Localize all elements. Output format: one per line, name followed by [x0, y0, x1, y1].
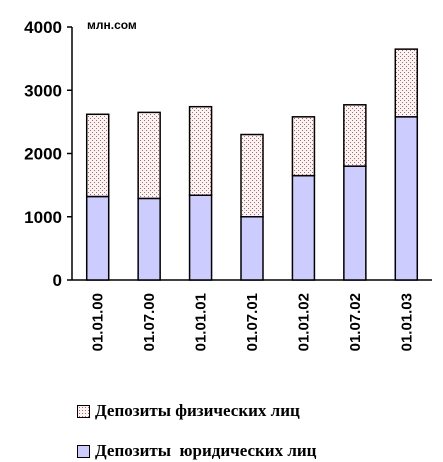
legend-swatch-legal-entities	[77, 444, 90, 458]
bar-individuals	[188, 105, 213, 196]
legend-swatch-individuals	[77, 404, 90, 418]
bar-individuals	[291, 116, 316, 177]
x-tick-label: 01.01.00	[90, 293, 107, 351]
bar-individuals	[85, 113, 110, 198]
legend-item-individuals: Депозиты физических лиц	[77, 401, 300, 421]
stacked-bar-chart: 0 1000 2000 3000 4000 01.01.00 01.07.00 01.01.0…	[24, 18, 432, 351]
bar-individuals	[343, 104, 367, 167]
bar-legal-entities	[291, 174, 316, 281]
x-tick-label: 01.01.01	[193, 293, 210, 351]
legend-item-legal-entities: Депозиты юридических лиц	[77, 441, 316, 461]
bar-legal-entities	[85, 195, 110, 281]
bar-individuals	[137, 111, 161, 200]
legend-label-individuals: Депозиты физических лиц	[95, 401, 300, 420]
unit-label: млн.сом	[87, 18, 137, 32]
bar-legal-entities	[394, 116, 419, 281]
bar-legal-entities	[343, 165, 367, 281]
bar-individuals	[394, 48, 419, 118]
y-tick-label: 4000	[24, 18, 62, 37]
x-tick-label: 01.07.02	[347, 293, 364, 351]
legend-label-legal-entities: Депозиты юридических лиц	[95, 441, 317, 460]
y-tick-label: 3000	[24, 81, 62, 100]
x-tick-label: 01.01.03	[398, 293, 415, 351]
bar-legal-entities	[137, 197, 161, 281]
x-tick-label: 01.07.01	[244, 293, 261, 351]
y-tick-label: 1000	[24, 208, 62, 227]
x-tick-label: 01.07.00	[141, 293, 158, 351]
y-tick-label: 0	[53, 271, 62, 290]
bar-legal-entities	[188, 194, 213, 281]
bar-individuals	[240, 133, 264, 218]
bar-legal-entities	[240, 216, 264, 281]
x-tick-label: 01.01.02	[295, 293, 312, 351]
y-tick-label: 2000	[24, 145, 62, 164]
